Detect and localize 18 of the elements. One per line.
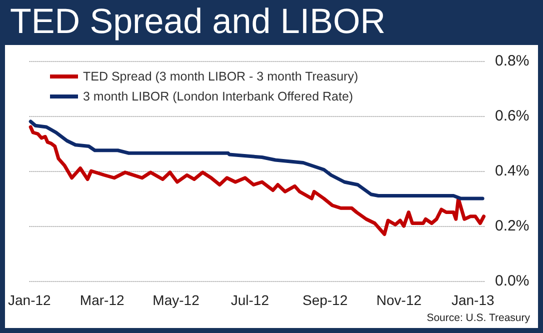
- y-tick-label: 0.0%: [495, 272, 530, 290]
- y-tick-label: 0.6%: [495, 108, 530, 124]
- y-tick-label: 0.4%: [495, 162, 530, 180]
- x-tick-label: Jan-13: [451, 292, 494, 308]
- y-tick-label: 0.8%: [495, 52, 530, 70]
- line-series: [28, 125, 486, 236]
- y-tick-label: 0.2%: [495, 218, 530, 234]
- x-tick-label: May-12: [152, 292, 200, 308]
- source-note: Source: U.S. Treasury: [426, 312, 530, 324]
- x-tick-label: Jan-12: [8, 292, 52, 308]
- line-series: [28, 120, 484, 200]
- x-tick-label: Sep-12: [302, 292, 348, 308]
- legend-label: TED Spread (3 month LIBOR - 3 month Treasury): [83, 70, 358, 84]
- chart-title: TED Spread and LIBOR: [10, 1, 386, 43]
- x-tick-label: Nov-12: [376, 292, 422, 308]
- legend-label: 3 month LIBOR (London Interbank Offered Rate): [83, 90, 354, 104]
- x-tick-label: Mar-12: [80, 292, 124, 308]
- x-tick-label: Jul-12: [230, 292, 270, 308]
